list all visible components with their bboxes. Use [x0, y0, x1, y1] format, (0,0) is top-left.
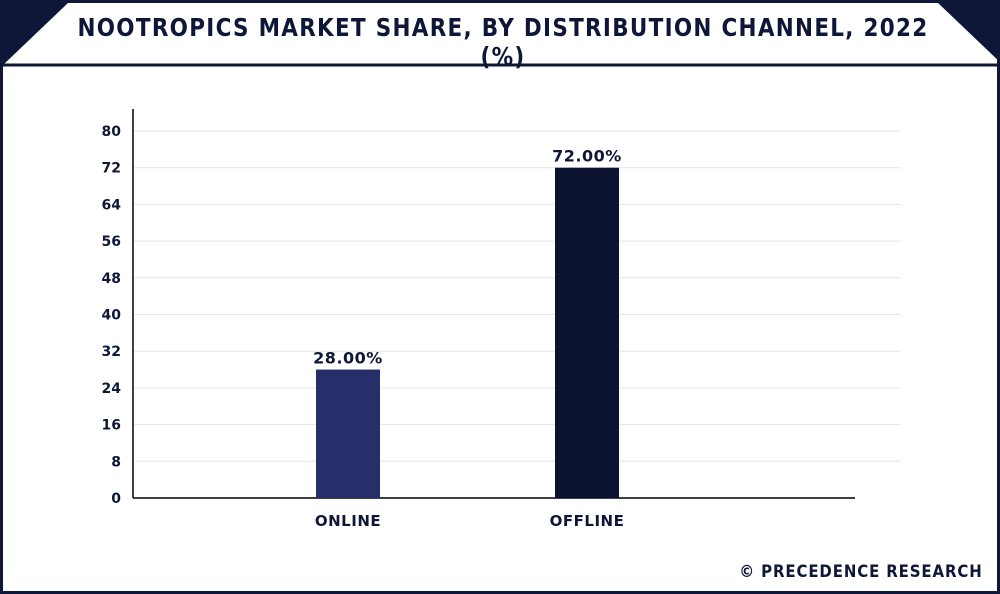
bar-online	[316, 369, 380, 498]
y-tick-label: 64	[102, 197, 122, 213]
brand-watermark: © PRECEDENCE RESEARCH	[739, 562, 983, 582]
y-tick-label: 0	[111, 491, 121, 507]
y-tick-label: 32	[102, 344, 121, 360]
y-tick-label: 16	[102, 418, 121, 434]
data-label-offline: 72.00%	[552, 147, 622, 166]
y-tick-label: 48	[102, 271, 121, 287]
y-tick-label: 8	[111, 454, 121, 470]
y-tick-label: 24	[102, 381, 122, 397]
bar-chart: 0 8 16 24 32 40 48 56 64 72 80 28.00% ONLINE 72.00% OF…	[102, 109, 901, 530]
data-label-online: 28.00%	[313, 349, 383, 368]
y-tick-label: 72	[102, 161, 121, 177]
header-left-corner	[3, 3, 68, 65]
y-tick-label: 80	[102, 124, 122, 140]
header-right-corner	[938, 3, 1000, 63]
chart-title: NOOTROPICS MARKET SHARE, BY DISTRIBUTION…	[77, 13, 929, 71]
bar-offline	[555, 167, 619, 498]
y-tick-label: 56	[102, 234, 121, 250]
x-tick-label-offline: OFFLINE	[550, 512, 625, 530]
y-tick-label: 40	[102, 308, 122, 324]
x-tick-label-online: ONLINE	[315, 512, 381, 530]
header-banner	[3, 3, 1000, 67]
